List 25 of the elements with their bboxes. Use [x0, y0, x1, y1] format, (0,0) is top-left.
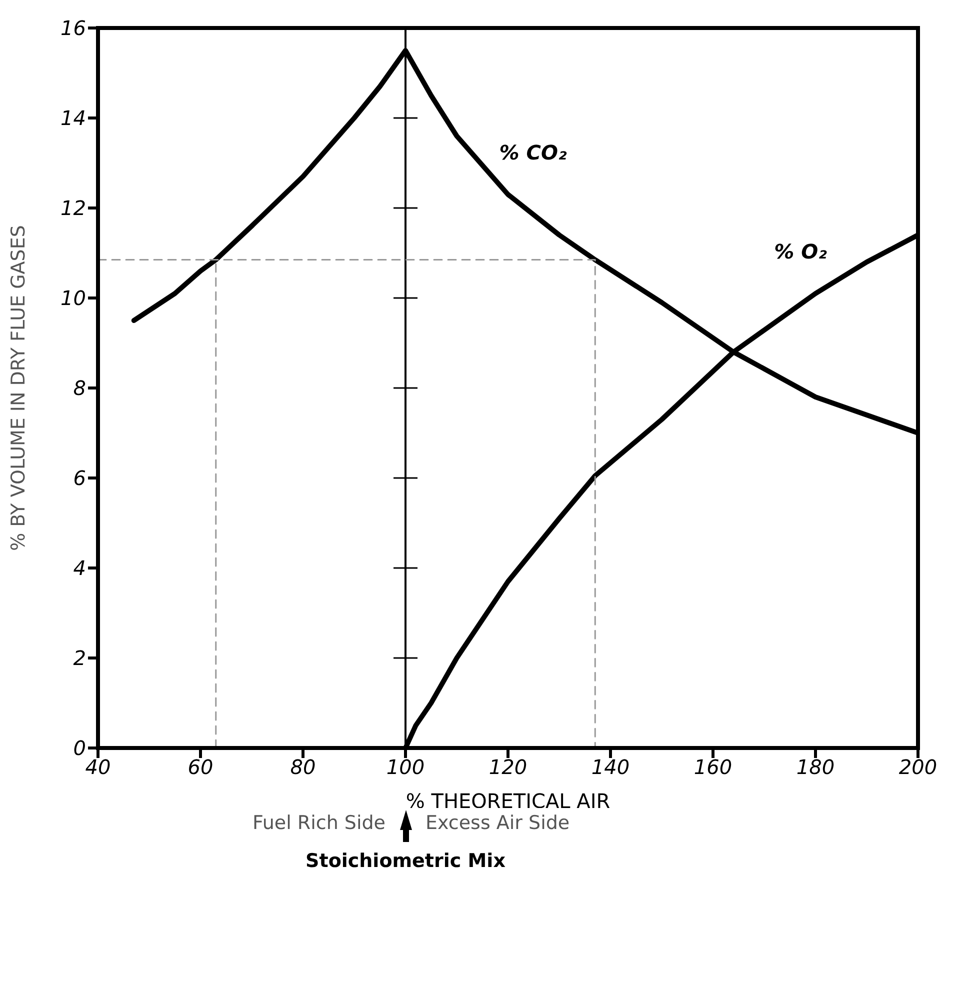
- x-tick-label: 80: [290, 755, 316, 780]
- text: Excess Air Side: [426, 812, 570, 834]
- y-tick-label: 2: [73, 646, 86, 670]
- x-tick-label: 100: [386, 755, 425, 780]
- x-tick-label: 120: [488, 755, 528, 780]
- y-tick-label: 12: [60, 196, 86, 220]
- series-label: % CO₂: [499, 140, 567, 164]
- text: Stoichiometric Mix: [306, 850, 506, 872]
- x-tick-label: 180: [796, 755, 835, 780]
- y-tick-label: 10: [60, 286, 86, 310]
- x-tick-label: 200: [898, 755, 938, 780]
- y-tick-label: 8: [73, 376, 86, 400]
- y-tick-label: 0: [73, 736, 86, 760]
- y-tick-label: 6: [73, 466, 86, 490]
- y-tick-label: 4: [73, 556, 86, 580]
- x-tick-label: 60: [188, 755, 214, 780]
- x-tick-label: 140: [591, 755, 630, 780]
- y-tick-label: 14: [60, 106, 86, 130]
- y-tick-label: 16: [60, 16, 86, 40]
- x-tick-label: 160: [694, 755, 732, 780]
- series-label: % O₂: [774, 240, 828, 264]
- x-axis-title: % THEORETICAL AIR: [406, 789, 610, 813]
- text: Fuel Rich Side: [252, 812, 386, 834]
- x-tick-label: 40: [85, 755, 111, 780]
- y-axis-title: % BY VOLUME IN DRY FLUE GASES: [8, 225, 30, 551]
